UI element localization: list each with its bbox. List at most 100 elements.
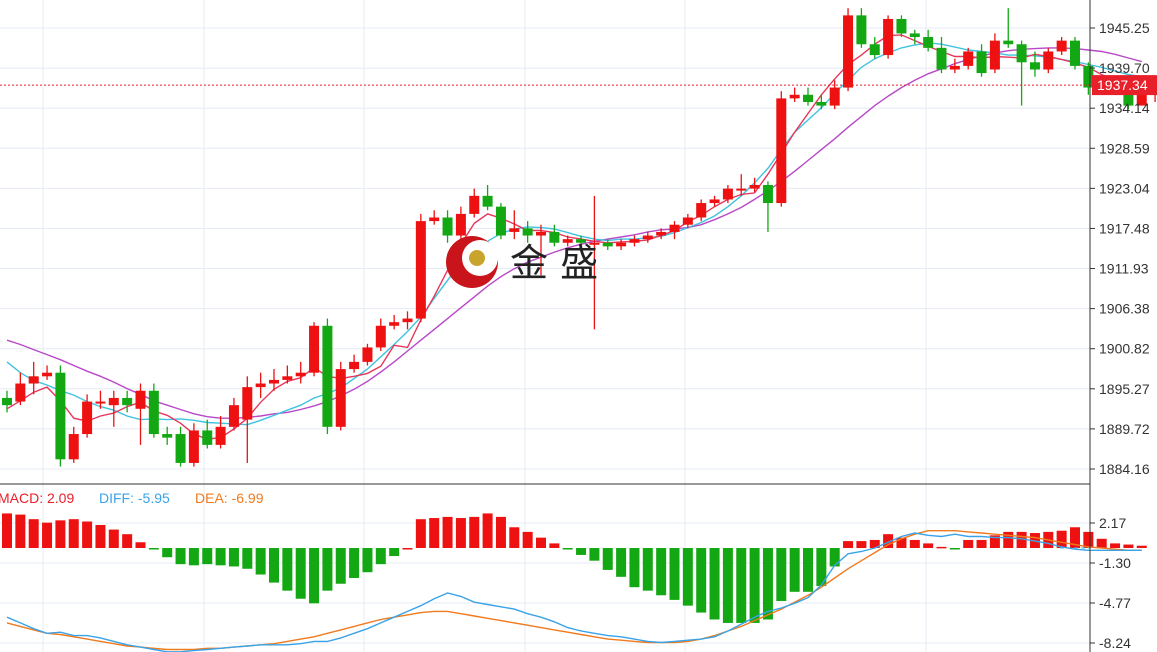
candle-body: [549, 231, 560, 243]
macd-bar: [2, 513, 12, 549]
candle-body: [949, 65, 960, 70]
candle-body: [2, 397, 12, 406]
candle: [28, 361, 39, 395]
macd-bar: [429, 518, 440, 549]
macd-bar: [869, 539, 880, 549]
candle: [1029, 51, 1040, 77]
candle: [656, 228, 667, 240]
candle-body: [509, 228, 520, 232]
candle-body: [602, 242, 613, 247]
ma-fast-line: [6, 34, 1142, 440]
macd-bar: [549, 543, 560, 549]
macd-bar: [349, 548, 360, 578]
candle: [242, 376, 253, 463]
candle: [522, 221, 533, 243]
candle-body: [28, 376, 39, 384]
macd-bar: [896, 537, 907, 549]
candle-body: [682, 217, 693, 225]
candle: [976, 44, 987, 77]
candle-body: [228, 405, 239, 427]
candle: [255, 372, 266, 398]
price-axis: 1945.25 1939.70 1934.14 1928.59 1923.04 1917.…: [1090, 20, 1150, 477]
candle-body: [188, 430, 199, 463]
candle: [536, 224, 546, 276]
macd-bar: [148, 548, 159, 550]
macd-bar: [402, 548, 413, 550]
candle-body: [148, 390, 159, 435]
current-price-tag: [1092, 75, 1157, 96]
candle: [949, 58, 960, 74]
candle-body: [696, 203, 707, 218]
macd-bar: [309, 548, 320, 604]
candle: [896, 15, 907, 38]
candle-body: [883, 18, 894, 56]
candle: [162, 426, 173, 445]
candle: [55, 365, 66, 467]
candle: [68, 426, 79, 463]
macd-bar: [322, 548, 333, 591]
candle: [762, 181, 773, 232]
candle: [816, 94, 827, 110]
candle: [42, 365, 53, 380]
macd-bar: [95, 524, 106, 549]
candle-body: [162, 434, 173, 438]
candle: [722, 185, 733, 204]
macd-bar: [989, 535, 1000, 549]
macd-tick-label: -4.77: [1099, 595, 1131, 611]
candle: [963, 47, 974, 70]
jinsheng-logo: 金 盛: [446, 236, 598, 288]
candle: [15, 372, 26, 406]
candle: [616, 239, 627, 250]
price-tick-label: 1889.72: [1099, 421, 1150, 437]
moving-average-lines: [6, 34, 1142, 440]
candle-body: [55, 372, 66, 460]
macd-bar: [1096, 538, 1107, 549]
candle: [843, 8, 854, 92]
price-tick-label: 1934.14: [1099, 100, 1150, 116]
candle: [923, 29, 934, 52]
candle: [482, 185, 493, 211]
candle-body: [963, 51, 974, 66]
candle-body: [242, 387, 253, 420]
macd-bar: [816, 548, 827, 587]
macd-bar: [68, 519, 79, 549]
candle: [175, 426, 186, 467]
candle-body: [629, 239, 640, 243]
candle: [883, 15, 894, 59]
price-tick-label: 1911.93: [1099, 261, 1149, 277]
candle: [549, 224, 560, 247]
candle: [295, 361, 306, 384]
candle-body: [322, 325, 333, 427]
candle-body: [455, 213, 466, 236]
candle-body: [522, 228, 533, 236]
price-tick-label: 1939.70: [1099, 60, 1150, 76]
macd-legend-diff: DIFF: -5.95: [99, 490, 170, 506]
candle-body: [135, 390, 146, 409]
candle-body: [616, 242, 627, 247]
macd-bar: [1083, 531, 1094, 549]
price-tick-label: 1917.48: [1099, 220, 1150, 236]
macd-bar: [936, 546, 947, 549]
candle-body: [896, 18, 907, 34]
macd-bar: [589, 548, 600, 561]
macd-bar: [616, 548, 627, 577]
macd-bar: [856, 541, 867, 549]
candle-body: [255, 383, 266, 388]
candle-body: [482, 195, 493, 207]
macd-bar: [202, 548, 213, 565]
macd-tick-label: -1.30: [1099, 555, 1131, 571]
macd-bar: [576, 548, 587, 555]
candle-body: [749, 185, 760, 189]
candle: [696, 199, 707, 222]
candle: [95, 390, 106, 409]
macd-bar: [255, 548, 266, 575]
candle: [736, 174, 747, 196]
macd-bar: [722, 548, 733, 623]
ma-mid-line: [6, 42, 1142, 426]
candle-body: [282, 376, 293, 380]
candle-body: [989, 40, 1000, 70]
macd-bar: [42, 522, 53, 549]
candle-body: [1070, 40, 1080, 66]
candle-body: [335, 369, 346, 427]
